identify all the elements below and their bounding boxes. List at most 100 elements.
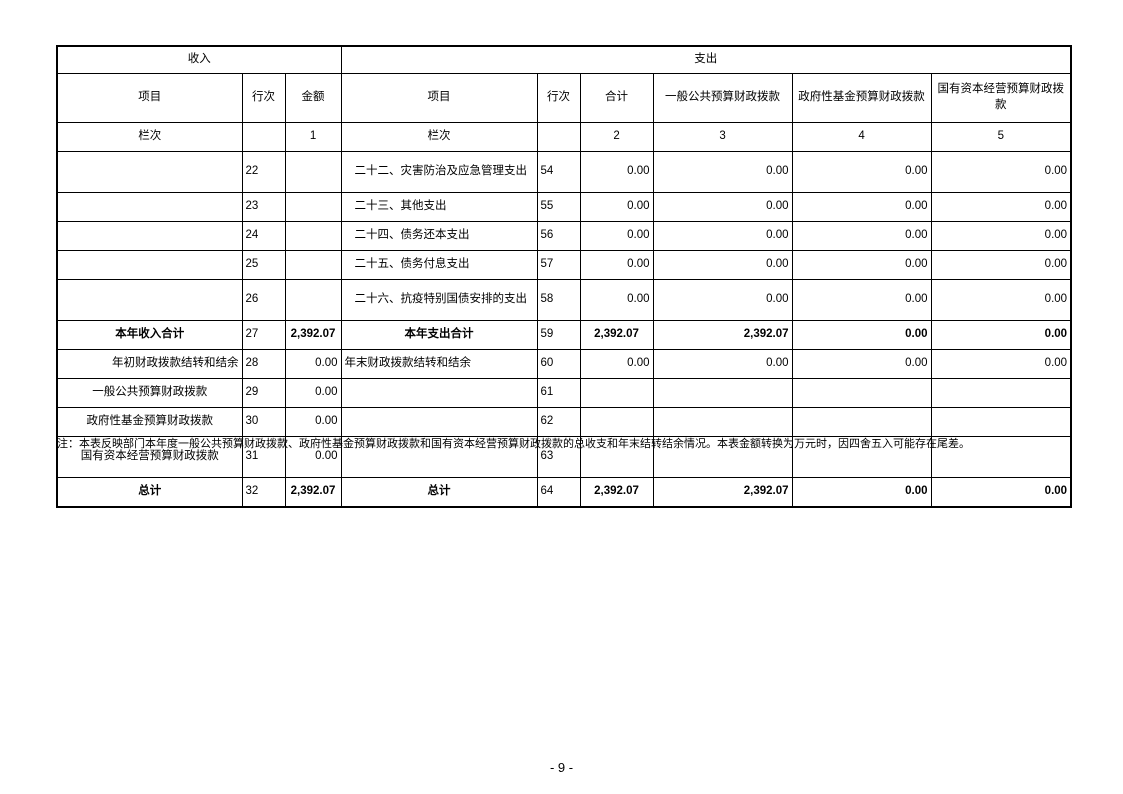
lane-blank-income-row-no [241, 122, 286, 152]
cell-expenditure-total-0: 0.00 [579, 151, 654, 193]
cell-government-fund-budget-7 [791, 378, 932, 408]
cell-general-public-budget-9 [652, 436, 793, 478]
cell-general-public-budget-7 [652, 378, 793, 408]
cell-expenditure-total-7 [579, 378, 654, 408]
cell-expenditure-total-8 [579, 407, 654, 437]
cell-income-amount-7: 0.00 [284, 378, 342, 408]
cell-income-item-9: 国有资本经营预算财政拨款 [56, 436, 243, 478]
cell-income-amount-0 [284, 151, 342, 193]
cell-government-fund-budget-9 [791, 436, 932, 478]
lane-blank-expenditure-row-no [536, 122, 581, 152]
cell-income-item-1 [56, 192, 243, 222]
cell-expenditure-item-7 [340, 378, 538, 408]
table-row: 一般公共预算财政拨款 29 0.00 61 [56, 378, 1072, 408]
cell-general-public-budget-2: 0.00 [652, 221, 793, 251]
cell-income-row-no-8: 30 [241, 407, 286, 437]
header-expenditure-total: 合计 [579, 73, 654, 123]
cell-government-fund-budget-6: 0.00 [791, 349, 932, 379]
lane-number-state-capital-budget: 5 [930, 122, 1072, 152]
cell-income-item-10: 总计 [56, 477, 243, 508]
header-government-fund-budget: 政府性基金预算财政拨款 [791, 73, 932, 123]
cell-expenditure-item-0: 二十二、灾害防治及应急管理支出 [340, 151, 538, 193]
cell-income-row-no-1: 23 [241, 192, 286, 222]
cell-expenditure-total-2: 0.00 [579, 221, 654, 251]
cell-general-public-budget-6: 0.00 [652, 349, 793, 379]
page-number: - 9 - [549, 760, 574, 775]
cell-income-row-no-10: 32 [241, 477, 286, 508]
cell-expenditure-row-no-0: 54 [536, 151, 581, 193]
table-row: 国有资本经营预算财政拨款 31 0.00 63 [56, 436, 1072, 478]
column-header-row: 项目 行次 金额 项目 行次 合计 一般公共预算财政拨款 政府性基金预算财政拨款… [56, 73, 1072, 123]
cell-income-amount-9: 0.00 [284, 436, 342, 478]
cell-income-item-8: 政府性基金预算财政拨款 [56, 407, 243, 437]
cell-expenditure-row-no-5: 59 [536, 320, 581, 350]
cell-expenditure-row-no-8: 62 [536, 407, 581, 437]
header-income-row-no: 行次 [241, 73, 286, 123]
cell-income-amount-10: 2,392.07 [284, 477, 342, 508]
cell-income-amount-1 [284, 192, 342, 222]
financial-table-container: 收入 支出 项目 行次 金额 项目 行次 合计 一般公共预算财政拨款 政府性基金… [56, 45, 1073, 508]
table-row: 25 二十五、债务付息支出 57 0.00 0.00 0.00 0.00 [56, 250, 1072, 280]
cell-state-capital-budget-10: 0.00 [930, 477, 1072, 508]
header-expenditure-row-no: 行次 [536, 73, 581, 123]
cell-expenditure-item-3: 二十五、债务付息支出 [340, 250, 538, 280]
cell-state-capital-budget-4: 0.00 [930, 279, 1072, 321]
lane-label-income: 栏次 [56, 122, 243, 152]
table-row: 年初财政拨款结转和结余 28 0.00 年末财政拨款结转和结余 60 0.00 0.00 0.… [56, 349, 1072, 379]
table-row: 政府性基金预算财政拨款 30 0.00 62 [56, 407, 1072, 437]
cell-income-item-5: 本年收入合计 [56, 320, 243, 350]
cell-state-capital-budget-2: 0.00 [930, 221, 1072, 251]
cell-income-item-6: 年初财政拨款结转和结余 [56, 349, 243, 379]
cell-income-row-no-6: 28 [241, 349, 286, 379]
cell-expenditure-total-10: 2,392.07 [579, 477, 654, 508]
cell-expenditure-row-no-6: 60 [536, 349, 581, 379]
group-header-income: 收入 [56, 45, 342, 74]
cell-government-fund-budget-1: 0.00 [791, 192, 932, 222]
group-header-expenditure: 支出 [340, 45, 1072, 74]
cell-expenditure-row-no-3: 57 [536, 250, 581, 280]
cell-general-public-budget-3: 0.00 [652, 250, 793, 280]
cell-general-public-budget-4: 0.00 [652, 279, 793, 321]
cell-state-capital-budget-5: 0.00 [930, 320, 1072, 350]
cell-income-amount-4 [284, 279, 342, 321]
header-state-capital-budget: 国有资本经营预算财政拨款 [930, 73, 1072, 123]
cell-expenditure-total-1: 0.00 [579, 192, 654, 222]
header-general-public-budget: 一般公共预算财政拨款 [652, 73, 793, 123]
cell-expenditure-item-1: 二十三、其他支出 [340, 192, 538, 222]
cell-income-item-7: 一般公共预算财政拨款 [56, 378, 243, 408]
cell-general-public-budget-0: 0.00 [652, 151, 793, 193]
cell-government-fund-budget-5: 0.00 [791, 320, 932, 350]
lane-number-general-public-budget: 3 [652, 122, 793, 152]
cell-income-row-no-5: 27 [241, 320, 286, 350]
cell-income-row-no-7: 29 [241, 378, 286, 408]
cell-expenditure-item-5: 本年支出合计 [340, 320, 538, 350]
table-row: 26 二十六、抗疫特别国债安排的支出 58 0.00 0.00 0.00 0.00 [56, 279, 1072, 321]
cell-income-amount-3 [284, 250, 342, 280]
cell-expenditure-item-10: 总计 [340, 477, 538, 508]
cell-expenditure-item-4: 二十六、抗疫特别国债安排的支出 [340, 279, 538, 321]
lane-number-row: 栏次 1 栏次 2 3 4 5 [56, 122, 1072, 152]
table-footnote: 注：本表反映部门本年度一般公共预算财政拨款、政府性基金预算财政拨款和国有资本经营… [57, 438, 970, 450]
header-income-item: 项目 [56, 73, 243, 123]
financial-table-body: 收入 支出 项目 行次 金额 项目 行次 合计 一般公共预算财政拨款 政府性基金… [56, 45, 1072, 508]
cell-expenditure-total-6: 0.00 [579, 349, 654, 379]
cell-income-row-no-0: 22 [241, 151, 286, 193]
lane-number-government-fund-budget: 4 [791, 122, 932, 152]
cell-government-fund-budget-2: 0.00 [791, 221, 932, 251]
cell-income-row-no-4: 26 [241, 279, 286, 321]
cell-expenditure-total-3: 0.00 [579, 250, 654, 280]
cell-government-fund-budget-3: 0.00 [791, 250, 932, 280]
cell-income-amount-5: 2,392.07 [284, 320, 342, 350]
lane-label-expenditure: 栏次 [340, 122, 538, 152]
cell-general-public-budget-5: 2,392.07 [652, 320, 793, 350]
cell-expenditure-row-no-1: 55 [536, 192, 581, 222]
cell-expenditure-item-8 [340, 407, 538, 437]
cell-income-item-0 [56, 151, 243, 193]
table-row: 总计 32 2,392.07 总计 64 2,392.07 2,392.07 0.00 0.00 [56, 477, 1072, 508]
cell-state-capital-budget-8 [930, 407, 1072, 437]
table-row: 本年收入合计 27 2,392.07 本年支出合计 59 2,392.07 2,392.07… [56, 320, 1072, 350]
financial-table: 收入 支出 项目 行次 金额 项目 行次 合计 一般公共预算财政拨款 政府性基金… [56, 45, 1073, 508]
cell-expenditure-item-6: 年末财政拨款结转和结余 [340, 349, 538, 379]
cell-state-capital-budget-0: 0.00 [930, 151, 1072, 193]
